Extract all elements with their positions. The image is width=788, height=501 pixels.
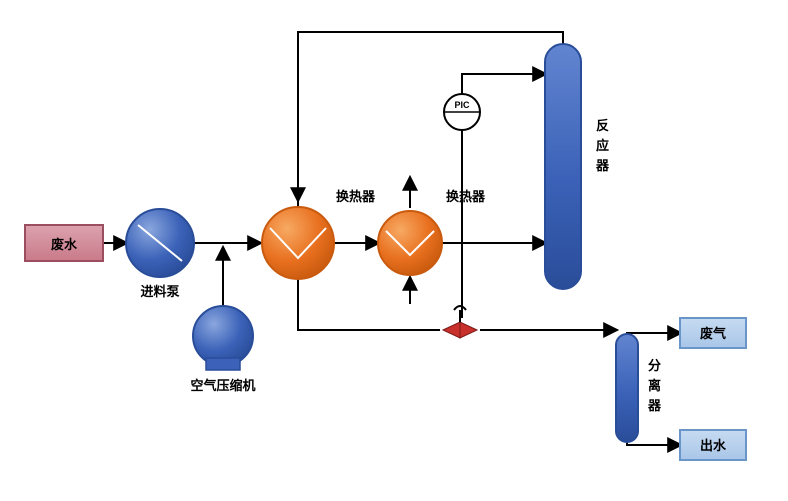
pic-label: PIC xyxy=(454,100,470,110)
separator-label: 分离器 xyxy=(647,358,662,413)
pic-instrument-icon: PIC xyxy=(444,94,480,130)
heat-exchanger-1-icon: 换热器 xyxy=(262,189,376,279)
reactor-vessel-icon: 反应器 xyxy=(545,44,610,289)
feed-pump-icon: 进料泵 xyxy=(126,209,194,299)
line-recycle-top xyxy=(298,32,563,200)
line-sep-water xyxy=(627,442,680,445)
waste-gas-box: 废气 xyxy=(680,318,746,348)
line-sep-gas xyxy=(627,333,680,334)
line-hx1-to-valve xyxy=(298,279,440,330)
line-pic-reactor xyxy=(462,74,545,94)
compressor-label: 空气压缩机 xyxy=(190,378,255,393)
reactor-label: 反应器 xyxy=(595,118,610,173)
waste-gas-label: 废气 xyxy=(700,326,726,341)
feed-pump-label: 进料泵 xyxy=(140,284,179,299)
wastewater-box: 废水 xyxy=(25,225,103,261)
effluent-box: 出水 xyxy=(680,430,746,460)
wastewater-label: 废水 xyxy=(51,237,78,252)
heat-exchanger-2-icon: 换热器 xyxy=(378,189,486,275)
process-flow-diagram: 废水 进料泵 空气压缩机 换热器 换热器 PIC xyxy=(0,0,788,501)
control-valve-icon xyxy=(443,306,477,338)
separator-vessel-icon: 分离器 xyxy=(616,334,662,442)
heat-exchanger-1-label: 换热器 xyxy=(336,189,376,204)
heat-exchanger-2-label: 换热器 xyxy=(446,189,486,204)
compressor-icon: 空气压缩机 xyxy=(190,306,255,393)
effluent-label: 出水 xyxy=(700,438,727,453)
